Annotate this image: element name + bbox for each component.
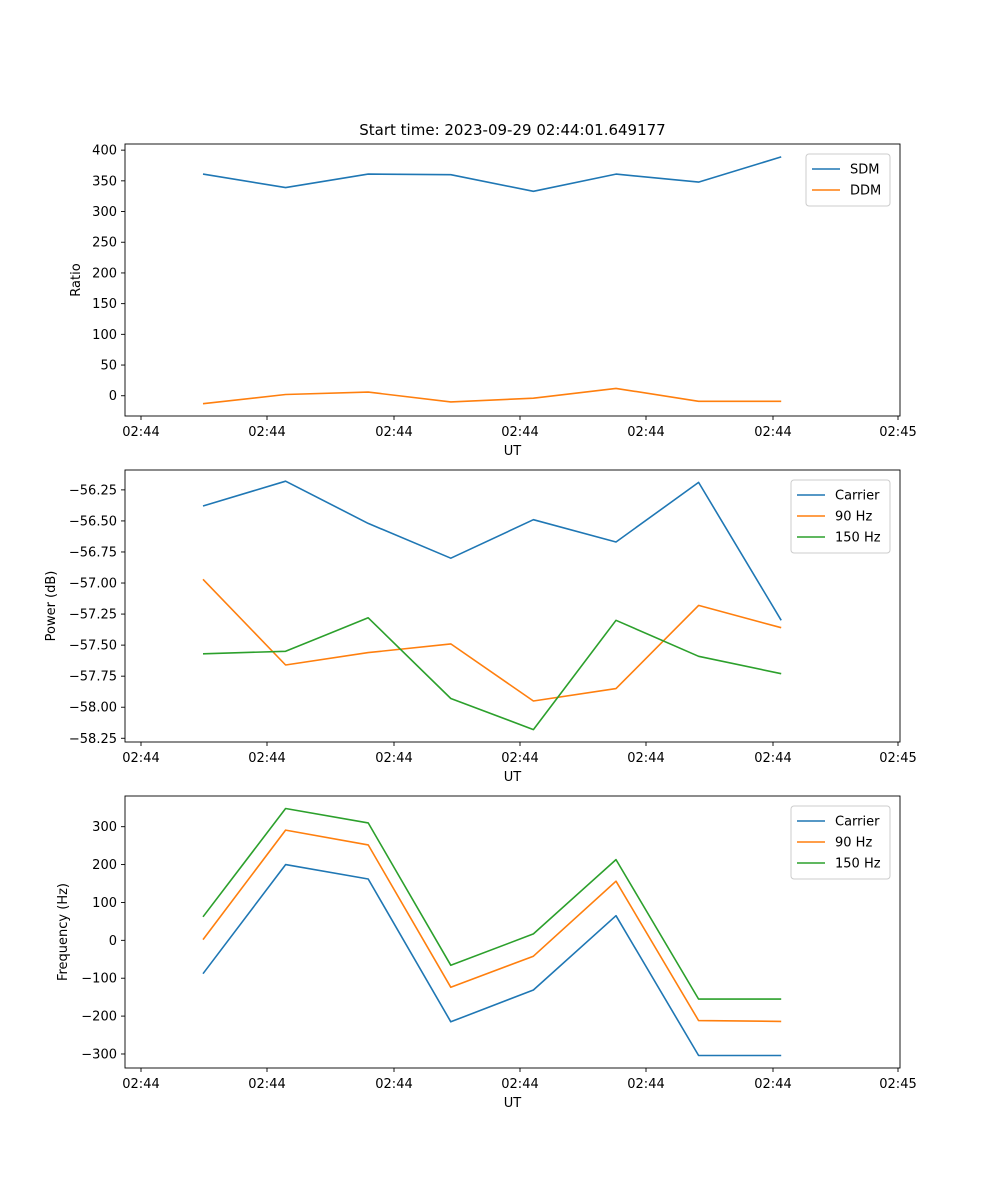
x-tick-label: 02:44 bbox=[122, 751, 159, 766]
y-tick-label: 50 bbox=[100, 359, 117, 374]
y-axis-label: Power (dB) bbox=[44, 571, 59, 642]
legend-label: Carrier bbox=[835, 815, 880, 830]
y-tick-label: −56.50 bbox=[69, 514, 117, 529]
series-lines bbox=[202, 807, 782, 1057]
x-tick-label: 02:44 bbox=[375, 425, 412, 440]
legend-box bbox=[805, 153, 891, 207]
legend-label: 90 Hz bbox=[835, 510, 872, 525]
y-tick-label: −56.25 bbox=[69, 483, 117, 498]
chart-panels: 02:44 02:44 02:44 02:44 02:44 02:44 02:45 0 50 10… bbox=[44, 143, 917, 1111]
x-tick-label: 02:44 bbox=[754, 425, 791, 440]
y-tick-label: 300 bbox=[92, 205, 117, 220]
y-tick-label: −57.25 bbox=[69, 608, 117, 623]
series-lines bbox=[202, 156, 782, 405]
x-tick-label: 02:44 bbox=[754, 751, 791, 766]
series-line-sdm bbox=[202, 156, 782, 193]
legend-label: SDM bbox=[850, 163, 879, 178]
y-tick-label: 250 bbox=[92, 236, 117, 251]
legend-label: 150 Hz bbox=[835, 857, 881, 872]
x-axis-label: UT bbox=[504, 444, 522, 459]
figure-title: Start time: 2023-09-29 02:44:01.649177 bbox=[359, 121, 665, 139]
y-tick-label: 200 bbox=[92, 858, 117, 873]
x-tick-label: 02:44 bbox=[501, 425, 538, 440]
legend-label: 90 Hz bbox=[835, 836, 872, 851]
y-tick-label: 100 bbox=[92, 896, 117, 911]
x-tick-label: 02:44 bbox=[754, 1077, 791, 1092]
legend-label: DDM bbox=[850, 184, 881, 199]
y-axis-label: Frequency (Hz) bbox=[56, 883, 71, 981]
legend: SDM DDM bbox=[805, 153, 891, 207]
legend-label: Carrier bbox=[835, 489, 880, 504]
y-tick-label: 0 bbox=[109, 934, 117, 949]
y-tick-label: −300 bbox=[81, 1047, 117, 1062]
axes-frame bbox=[124, 143, 901, 417]
y-tick-label: 100 bbox=[92, 328, 117, 343]
axes-frame bbox=[124, 795, 901, 1069]
x-tick-label: 02:44 bbox=[122, 1077, 159, 1092]
y-tick-label: 150 bbox=[92, 297, 117, 312]
y-tick-label: −57.00 bbox=[69, 577, 117, 592]
y-tick-label: −57.50 bbox=[69, 639, 117, 654]
y-tick-label: −200 bbox=[81, 1010, 117, 1025]
y-tick-label: −100 bbox=[81, 972, 117, 987]
y-tick-label: −56.75 bbox=[69, 545, 117, 560]
x-tick-label: 02:45 bbox=[879, 751, 916, 766]
legend: Carrier 90 Hz 150 Hz bbox=[790, 805, 891, 880]
series-line-carrier bbox=[202, 480, 782, 621]
x-tick-label: 02:44 bbox=[627, 751, 664, 766]
y-tick-label: 300 bbox=[92, 820, 117, 835]
series-line-150-hz bbox=[202, 616, 782, 731]
x-tick-label: 02:44 bbox=[248, 425, 285, 440]
x-tick-label: 02:44 bbox=[501, 751, 538, 766]
series-line-90-hz bbox=[202, 829, 782, 1023]
y-tick-label: 350 bbox=[92, 174, 117, 189]
series-line-150-hz bbox=[202, 807, 782, 1000]
y-tick-label: 200 bbox=[92, 266, 117, 281]
chart-panel-1: 02:44 02:44 02:44 02:44 02:44 02:44 02:45 0 50 10… bbox=[69, 143, 917, 459]
series-lines bbox=[202, 480, 782, 731]
y-tick-label: −58.00 bbox=[69, 701, 117, 716]
y-tick-label: 400 bbox=[92, 144, 117, 159]
legend-box bbox=[790, 805, 891, 880]
series-line-ddm bbox=[202, 387, 782, 405]
axes-frame bbox=[124, 469, 901, 743]
series-line-carrier bbox=[202, 863, 782, 1057]
x-tick-label: 02:44 bbox=[122, 425, 159, 440]
y-tick-label: −57.75 bbox=[69, 670, 117, 685]
legend: Carrier 90 Hz 150 Hz bbox=[790, 479, 891, 554]
x-tick-label: 02:44 bbox=[375, 751, 412, 766]
x-tick-label: 02:44 bbox=[375, 1077, 412, 1092]
x-tick-label: 02:45 bbox=[879, 1077, 916, 1092]
chart-panel-3: 02:44 02:44 02:44 02:44 02:44 02:44 02:45 −300 −… bbox=[56, 795, 917, 1111]
legend-box bbox=[790, 479, 891, 554]
y-tick-label: 0 bbox=[109, 389, 117, 404]
series-line-90-hz bbox=[202, 578, 782, 702]
chart-panel-2: 02:44 02:44 02:44 02:44 02:44 02:44 02:45 −58.2… bbox=[44, 469, 917, 785]
x-axis-label: UT bbox=[504, 770, 522, 785]
x-tick-label: 02:44 bbox=[627, 425, 664, 440]
x-tick-label: 02:44 bbox=[248, 751, 285, 766]
x-tick-label: 02:44 bbox=[501, 1077, 538, 1092]
x-tick-label: 02:44 bbox=[248, 1077, 285, 1092]
legend-label: 150 Hz bbox=[835, 531, 881, 546]
x-tick-label: 02:44 bbox=[627, 1077, 664, 1092]
x-axis-label: UT bbox=[504, 1096, 522, 1111]
y-axis-label: Ratio bbox=[69, 263, 84, 296]
y-tick-label: −58.25 bbox=[69, 732, 117, 747]
x-tick-label: 02:45 bbox=[879, 425, 916, 440]
